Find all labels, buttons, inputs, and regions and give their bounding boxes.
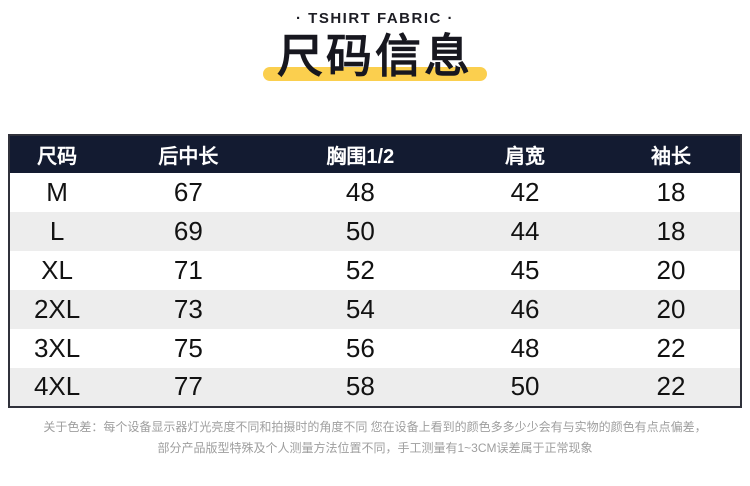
page-title-block: 尺码信息: [263, 30, 487, 82]
size-label: XL: [41, 254, 73, 285]
column-header-half-chest: 胸围1/2: [272, 134, 449, 173]
column-header-sleeve-length: 袖长: [601, 134, 741, 173]
table-row-3xl: 3XL 75 56 48 22: [9, 329, 741, 368]
table-row-xl: XL 71 52 45 20: [9, 251, 741, 290]
table-cell: 22: [656, 371, 686, 402]
title-accent-bar: [263, 66, 487, 81]
table-cell: 46: [510, 293, 540, 324]
table-cell: 20: [656, 254, 686, 285]
table-cell: 58: [345, 371, 375, 402]
table-cell: 52: [345, 254, 375, 285]
table-cell: 69: [173, 215, 203, 246]
color-disclaimer: 关于色差：每个设备显示器灯光亮度不同和拍摄时的角度不同 您在设备上看到的颜色多多…: [0, 417, 750, 459]
size-label: 3XL: [33, 332, 81, 363]
table-cell: 45: [510, 254, 540, 285]
brand-label: · TSHIRT FABRIC ·: [296, 10, 454, 27]
table-cell: 67: [173, 176, 203, 207]
column-header-shoulder-width: 肩宽: [448, 134, 602, 173]
table-cell: 48: [345, 176, 375, 207]
table-cell: 48: [510, 332, 540, 363]
table-cell: 18: [656, 215, 686, 246]
table-cell: 20: [656, 293, 686, 324]
size-label: M: [46, 176, 68, 207]
table-cell: 42: [510, 176, 540, 207]
column-header-back-length: 后中长: [104, 134, 273, 173]
size-chart-table: 尺码 后中长 胸围1/2 肩宽 袖长 M 67 48 42 18 L 69 50…: [8, 133, 742, 408]
disclaimer-line-2: 部分产品版型特殊及个人测量方法位置不同，手工测量有1~3CM误差属于正常现象: [157, 440, 593, 455]
page-title: 尺码信息: [277, 30, 473, 82]
table-cell: 71: [173, 254, 203, 285]
table-row-2xl: 2XL 73 54 46 20: [9, 289, 741, 329]
table-cell: 75: [173, 332, 203, 363]
table-row-l: L 69 50 44 18: [9, 211, 741, 251]
size-label: 4XL: [33, 371, 81, 402]
table-cell: 56: [345, 332, 375, 363]
table-cell: 50: [345, 215, 375, 246]
table-cell: 73: [173, 293, 203, 324]
table-cell: 22: [656, 332, 686, 363]
page-header: · TSHIRT FABRIC · 尺码信息: [0, 0, 750, 82]
size-label: L: [49, 215, 65, 246]
column-header-size: 尺码: [9, 134, 105, 173]
size-label: 2XL: [33, 293, 81, 324]
table-cell: 77: [173, 371, 203, 402]
table-cell: 50: [510, 371, 540, 402]
table-row-4xl: 4XL 77 58 50 22: [9, 367, 741, 407]
table-cell: 54: [345, 293, 375, 324]
disclaimer-line-1: 关于色差：每个设备显示器灯光亮度不同和拍摄时的角度不同 您在设备上看到的颜色多多…: [43, 419, 707, 434]
table-cell: 44: [510, 215, 540, 246]
table-cell: 18: [656, 176, 686, 207]
table-row-m: M 67 48 42 18: [9, 173, 741, 212]
size-chart-header-row: 尺码 后中长 胸围1/2 肩宽 袖长: [9, 134, 741, 173]
